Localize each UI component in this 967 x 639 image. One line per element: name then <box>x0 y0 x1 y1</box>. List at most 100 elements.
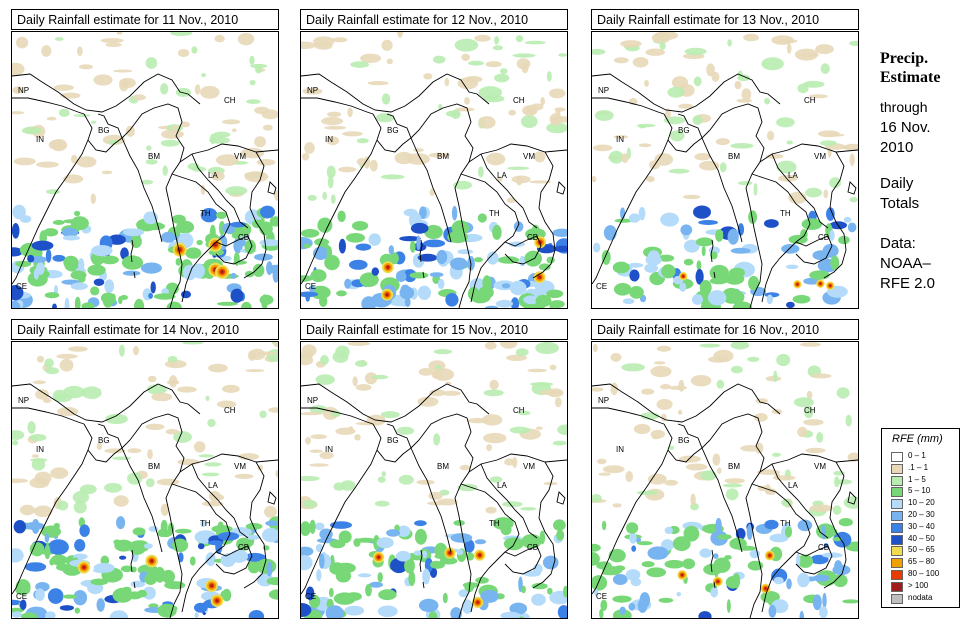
rain-cell <box>843 216 852 223</box>
rain-cell <box>303 243 312 248</box>
country-label-bg: BG <box>98 436 110 445</box>
country-label-cb: CB <box>238 543 249 552</box>
rain-cell <box>518 410 531 416</box>
rain-cell <box>338 238 346 254</box>
rain-cell <box>321 117 344 126</box>
rain-cell <box>12 86 24 94</box>
rain-cell <box>160 503 169 516</box>
rain-cell <box>90 578 109 586</box>
border-line <box>410 137 452 243</box>
rain-cell <box>104 482 123 493</box>
rain-cell <box>558 53 567 57</box>
rain-cell <box>467 417 490 424</box>
rain-cell <box>68 346 88 352</box>
rain-cell <box>269 216 278 227</box>
rain-cell <box>786 578 792 590</box>
rain-cell <box>157 603 177 618</box>
rain-cell <box>144 543 153 549</box>
rain-cell <box>19 504 35 516</box>
rain-cell <box>47 588 64 604</box>
rain-cell <box>818 130 840 138</box>
rain-cell <box>678 103 694 109</box>
rain-cell <box>62 235 81 241</box>
rain-cell <box>356 537 376 543</box>
country-label-bg: BG <box>98 126 110 135</box>
border-line <box>460 173 520 303</box>
rain-cell <box>222 119 241 125</box>
rain-cell <box>105 42 122 47</box>
rain-cell <box>556 529 565 541</box>
rain-cell <box>309 449 323 453</box>
side-date-line2: 2010 <box>880 139 914 156</box>
rain-cell <box>413 148 424 152</box>
rain-cell <box>13 520 26 534</box>
rain-blobs <box>592 342 858 618</box>
rain-cell <box>389 252 399 265</box>
border-line <box>215 235 253 265</box>
country-label-in: IN <box>616 445 624 454</box>
rain-cell <box>699 280 712 295</box>
rain-cell <box>822 552 843 558</box>
country-label-ce: CE <box>16 282 27 291</box>
country-label-la: LA <box>788 171 798 180</box>
rain-cell <box>122 228 145 237</box>
rain-cell <box>147 449 153 460</box>
rain-cell <box>682 194 701 200</box>
rain-cell <box>638 143 652 148</box>
border-line <box>301 407 374 425</box>
rain-cell <box>614 218 633 223</box>
rain-cell <box>757 469 781 475</box>
rain-cell <box>319 528 333 540</box>
rain-cell <box>154 566 166 583</box>
rain-cell <box>809 504 833 512</box>
rain-cell <box>16 36 29 49</box>
rain-cell <box>414 528 427 545</box>
border-line <box>12 383 201 423</box>
rain-cell <box>137 589 148 598</box>
rain-cell <box>450 257 468 271</box>
rain-cell <box>347 107 353 118</box>
rain-cell <box>48 139 66 151</box>
rain-cell <box>692 294 703 305</box>
rain-cell <box>216 301 238 306</box>
rain-cell <box>390 557 408 574</box>
rain-cell <box>254 63 263 74</box>
rain-cell <box>678 409 683 415</box>
rain-blobs <box>12 342 278 618</box>
rain-cell <box>301 349 314 360</box>
rain-cell <box>19 599 27 611</box>
country-label-bm: BM <box>728 152 740 161</box>
rain-cell <box>386 529 401 537</box>
rain-cell <box>820 63 830 74</box>
rain-cell <box>12 62 25 76</box>
rain-cell <box>119 344 125 357</box>
rain-cell <box>49 558 55 566</box>
border-line <box>301 449 378 595</box>
legend-item: 50 – 65 <box>891 545 957 557</box>
rain-cell <box>52 254 66 262</box>
rain-cell <box>145 423 165 430</box>
rain-cell <box>21 612 38 618</box>
rain-cell <box>696 260 702 271</box>
country-label-th: TH <box>489 519 500 528</box>
rain-cell <box>803 419 824 426</box>
rain-cell <box>532 563 543 574</box>
rain-cell <box>772 475 796 481</box>
rain-cell <box>457 77 479 90</box>
border-line <box>795 545 833 575</box>
rain-cell <box>153 293 176 300</box>
rain-cell <box>478 286 494 299</box>
country-label-vm: VM <box>234 152 246 161</box>
rain-cell <box>214 34 225 43</box>
rain-cell <box>254 253 273 261</box>
rain-cell <box>381 39 393 51</box>
rain-cell <box>53 84 74 91</box>
rain-cell <box>665 108 671 119</box>
rain-cell <box>52 389 67 402</box>
rain-cell <box>54 37 64 41</box>
rain-cell <box>678 379 685 392</box>
rain-cell <box>44 292 60 299</box>
rain-cell <box>486 444 492 452</box>
legend-item: 40 – 50 <box>891 534 957 546</box>
rain-cell <box>176 220 195 234</box>
